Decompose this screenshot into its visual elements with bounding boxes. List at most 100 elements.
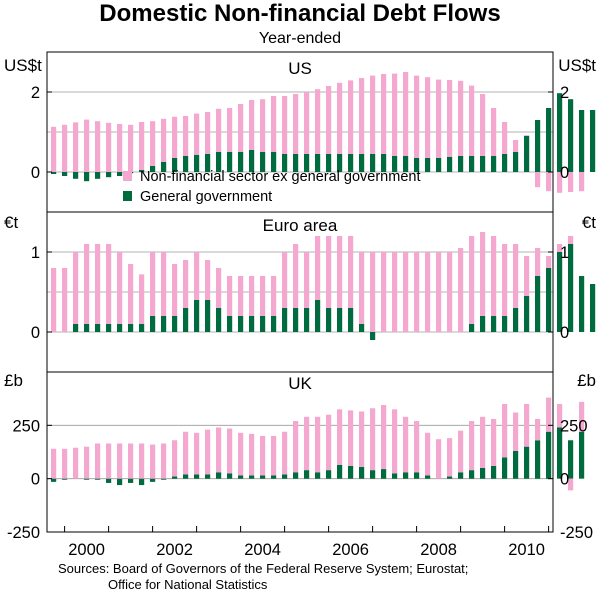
bar-nonfin xyxy=(293,244,299,308)
bar-nonfin xyxy=(238,276,244,316)
bar-nonfin xyxy=(579,172,585,192)
bar-nonfin xyxy=(84,119,90,172)
bar-nonfin xyxy=(381,405,387,470)
bar-govt xyxy=(260,316,266,332)
bar-govt xyxy=(249,475,255,479)
bar-nonfin xyxy=(106,443,112,479)
bar-govt xyxy=(194,474,200,479)
bar-govt xyxy=(293,472,299,479)
gridlines xyxy=(47,91,553,173)
bar-govt xyxy=(95,172,101,179)
bar-nonfin xyxy=(359,252,365,324)
bar-govt xyxy=(172,476,178,479)
bar-govt xyxy=(480,468,486,479)
legend-swatch-govt xyxy=(123,191,132,201)
bar-nonfin xyxy=(183,431,189,475)
bar-nonfin xyxy=(480,416,486,468)
unit-label-right: US$t xyxy=(558,56,596,75)
bar-govt xyxy=(315,472,321,479)
bar-nonfin xyxy=(139,274,145,324)
bar-govt xyxy=(403,156,409,172)
bar-nonfin xyxy=(425,252,431,332)
bar-govt xyxy=(293,308,299,332)
bar-govt xyxy=(502,457,508,479)
bar-govt xyxy=(557,252,563,332)
bar-govt xyxy=(513,450,519,479)
x-tick-label: 2002 xyxy=(156,541,193,559)
bar-nonfin xyxy=(51,448,57,479)
bar-nonfin xyxy=(315,416,321,473)
bar-nonfin xyxy=(458,430,464,473)
bar-nonfin xyxy=(161,252,167,316)
legend-swatch-nonfin xyxy=(123,171,132,181)
gridlines xyxy=(47,251,553,333)
bar-nonfin xyxy=(227,276,233,316)
bar-nonfin xyxy=(260,276,266,316)
bar-govt xyxy=(392,473,398,479)
bar-nonfin xyxy=(469,85,475,156)
bar-nonfin xyxy=(568,236,574,244)
bar-nonfin xyxy=(95,443,101,479)
x-tick-label: 2010 xyxy=(508,541,545,559)
panel-title: Euro area xyxy=(263,216,338,235)
bar-govt xyxy=(161,478,167,480)
bar-nonfin xyxy=(348,80,354,154)
bar-govt xyxy=(282,474,288,479)
bar-govt xyxy=(271,316,277,332)
y-axis-left: 02 xyxy=(31,84,52,182)
bar-nonfin xyxy=(535,418,541,441)
bar-govt xyxy=(62,172,68,176)
bar-group xyxy=(51,397,585,491)
bar-govt xyxy=(73,172,79,179)
bar-nonfin xyxy=(392,252,398,332)
bar-govt xyxy=(403,472,409,479)
bar-govt xyxy=(568,440,574,479)
bar-govt xyxy=(392,156,398,172)
bar-govt xyxy=(73,324,79,332)
bar-nonfin xyxy=(260,99,266,152)
bar-govt xyxy=(326,308,332,332)
bar-nonfin xyxy=(117,443,123,479)
bar-govt xyxy=(139,478,145,486)
unit-label-left: €t xyxy=(4,213,18,232)
bar-nonfin xyxy=(414,252,420,332)
bar-nonfin xyxy=(150,121,156,166)
bar-govt xyxy=(51,172,57,174)
bar-govt xyxy=(414,472,420,479)
bar-nonfin xyxy=(117,124,123,172)
bar-govt xyxy=(425,158,431,172)
bar-nonfin xyxy=(392,409,398,474)
bar-nonfin xyxy=(106,244,112,324)
bar-nonfin xyxy=(447,438,453,477)
bar-govt xyxy=(359,154,365,172)
bar-govt xyxy=(557,427,563,479)
panel-title: US xyxy=(288,59,312,78)
bar-govt xyxy=(447,476,453,479)
bar-nonfin xyxy=(172,116,178,158)
bar-govt xyxy=(227,473,233,479)
bar-govt xyxy=(282,154,288,172)
bar-nonfin xyxy=(491,236,497,316)
bar-nonfin xyxy=(304,92,310,154)
bar-govt xyxy=(480,156,486,172)
bar-govt xyxy=(370,470,376,479)
bar-nonfin xyxy=(205,112,211,154)
x-tick-label: 2000 xyxy=(68,541,105,559)
bar-nonfin xyxy=(62,448,68,479)
bar-nonfin xyxy=(502,244,508,316)
bar-nonfin xyxy=(458,80,464,156)
y-tick-label: 2 xyxy=(31,84,40,102)
unit-label-right: €t xyxy=(582,213,596,232)
bar-govt xyxy=(183,474,189,479)
bar-nonfin xyxy=(491,418,497,466)
bar-govt xyxy=(150,316,156,332)
bar-govt xyxy=(568,99,574,172)
bar-nonfin xyxy=(282,252,288,308)
bar-nonfin xyxy=(172,440,178,477)
bar-govt xyxy=(546,431,552,479)
bar-govt xyxy=(425,475,431,479)
bar-govt xyxy=(326,470,332,479)
panel-euro-area: €t €t Euro area 01 01 xyxy=(4,213,596,342)
bar-govt xyxy=(271,152,277,172)
